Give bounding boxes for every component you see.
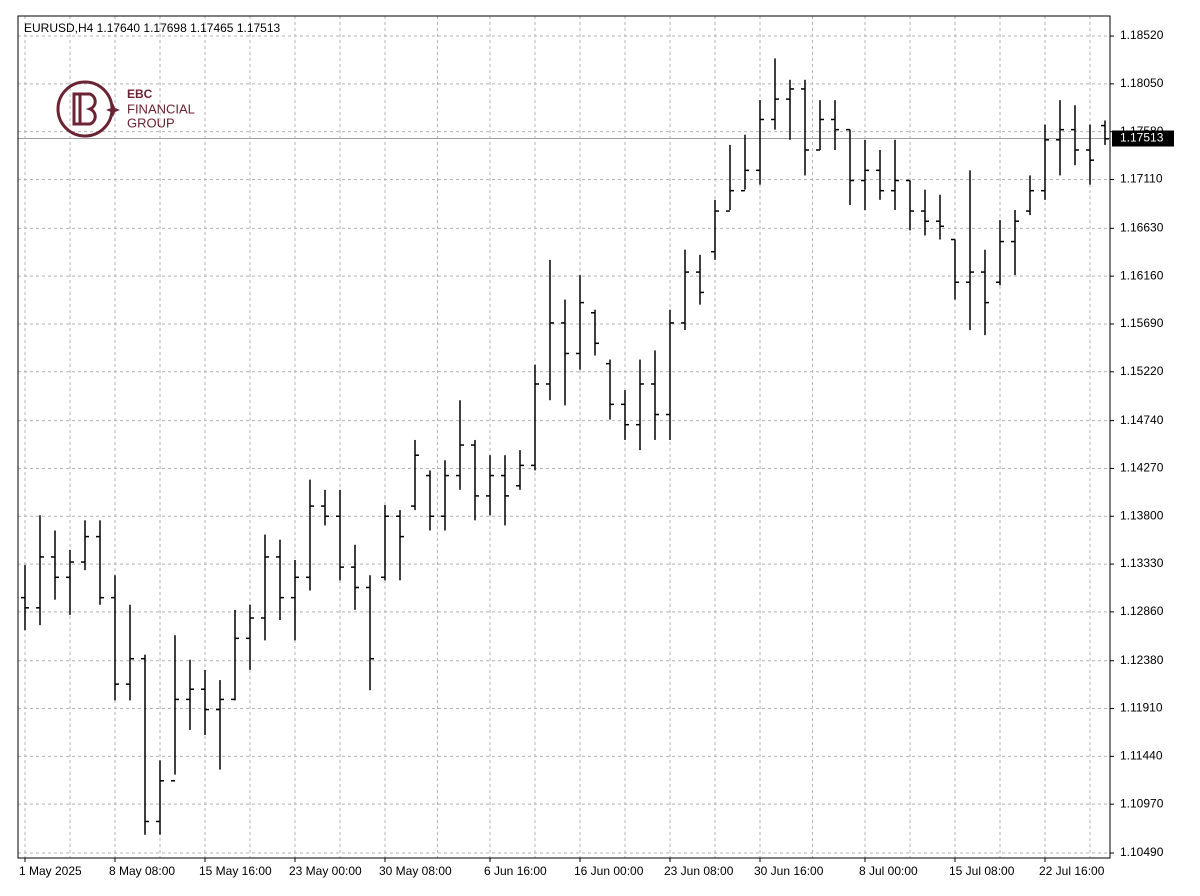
x-tick-label: 23 May 00:00 [289, 864, 362, 878]
watermark-line: FINANCIAL [127, 101, 195, 116]
y-tick-label: 1.10490 [1120, 845, 1164, 859]
x-tick-label: 22 Jul 16:00 [1039, 864, 1105, 878]
x-tick-label: 6 Jun 16:00 [484, 864, 547, 878]
y-tick-label: 1.10970 [1120, 796, 1164, 810]
x-tick-label: 15 May 16:00 [199, 864, 272, 878]
watermark: EBC FINANCIAL GROUP [56, 80, 195, 138]
y-tick-label: 1.11440 [1120, 749, 1163, 763]
x-tick-label: 30 Jun 16:00 [754, 864, 824, 878]
y-tick-label: 1.16160 [1120, 268, 1164, 282]
x-tick-label: 8 May 08:00 [109, 864, 175, 878]
logo-glyph [72, 92, 97, 126]
y-tick-label: 1.18520 [1120, 28, 1164, 42]
x-tick-label: 15 Jul 08:00 [949, 864, 1015, 878]
y-tick-label: 1.12860 [1120, 604, 1164, 618]
plot-frame [17, 15, 1111, 859]
chart-title: EURUSD,H4 1.17640 1.17698 1.17465 1.1751… [24, 21, 281, 35]
y-tick-label: 1.18050 [1120, 76, 1164, 90]
price-label: 1.17513 [1120, 131, 1164, 145]
y-tick-label: 1.13330 [1120, 556, 1164, 570]
axes: 1.185201.180501.175801.171101.166301.161… [19, 28, 1174, 878]
x-tick-label: 23 Jun 08:00 [664, 864, 734, 878]
y-tick-label: 1.15690 [1120, 316, 1164, 330]
y-tick-label: 1.14740 [1120, 413, 1164, 427]
x-tick-label: 8 Jul 00:00 [859, 864, 918, 878]
price-label-box [1112, 130, 1174, 147]
y-tick-label: 1.13800 [1120, 508, 1164, 522]
bars [21, 58, 1109, 835]
x-tick-label: 16 Jun 00:00 [574, 864, 644, 878]
watermark-line: EBC [127, 87, 153, 101]
y-tick-label: 1.17110 [1120, 172, 1163, 186]
y-tick-label: 1.16630 [1120, 221, 1164, 235]
x-tick-label: 30 May 08:00 [379, 864, 452, 878]
x-tick-label: 1 May 2025 [19, 864, 82, 878]
y-tick-label: 1.11910 [1120, 701, 1163, 715]
y-tick-label: 1.12380 [1120, 653, 1164, 667]
y-tick-label: 1.15220 [1120, 364, 1164, 378]
watermark-line: GROUP [127, 115, 175, 130]
y-tick-label: 1.14270 [1120, 461, 1164, 475]
logo-star [106, 103, 120, 117]
